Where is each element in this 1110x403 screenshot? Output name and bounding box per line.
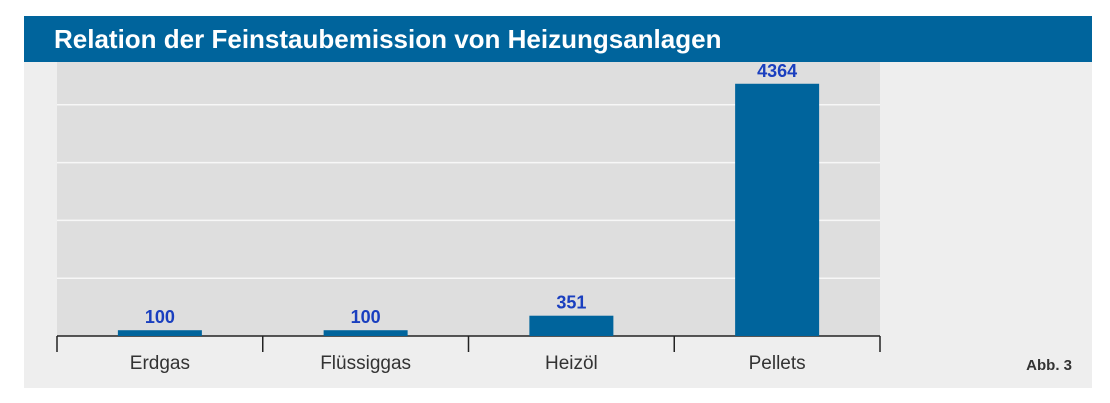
chart-title: Relation der Feinstaubemission von Heizu… xyxy=(54,24,722,54)
bar xyxy=(735,83,820,336)
figure-label: Abb. 3 xyxy=(1026,357,1072,374)
data-label: 100 xyxy=(145,307,175,327)
chart-header: Relation der Feinstaubemission von Heizu… xyxy=(24,16,1092,62)
data-label: 100 xyxy=(351,307,381,327)
bar-chart: 100 Erdgas 100 Flüssiggas 351 Heizöl 4364 Pelle… xyxy=(56,62,881,374)
x-tick-label: Heizöl xyxy=(545,353,598,374)
x-tick-label: Pellets xyxy=(749,353,806,374)
bar xyxy=(117,330,202,336)
data-label: 351 xyxy=(556,293,586,313)
data-label: 4364 xyxy=(757,62,797,81)
x-tick-label: Flüssiggas xyxy=(320,353,411,374)
x-tick-label: Erdgas xyxy=(130,353,190,374)
bar xyxy=(529,315,614,336)
bar xyxy=(323,330,408,336)
chart-figure: Relation der Feinstaubemission von Heizu… xyxy=(24,16,1092,388)
